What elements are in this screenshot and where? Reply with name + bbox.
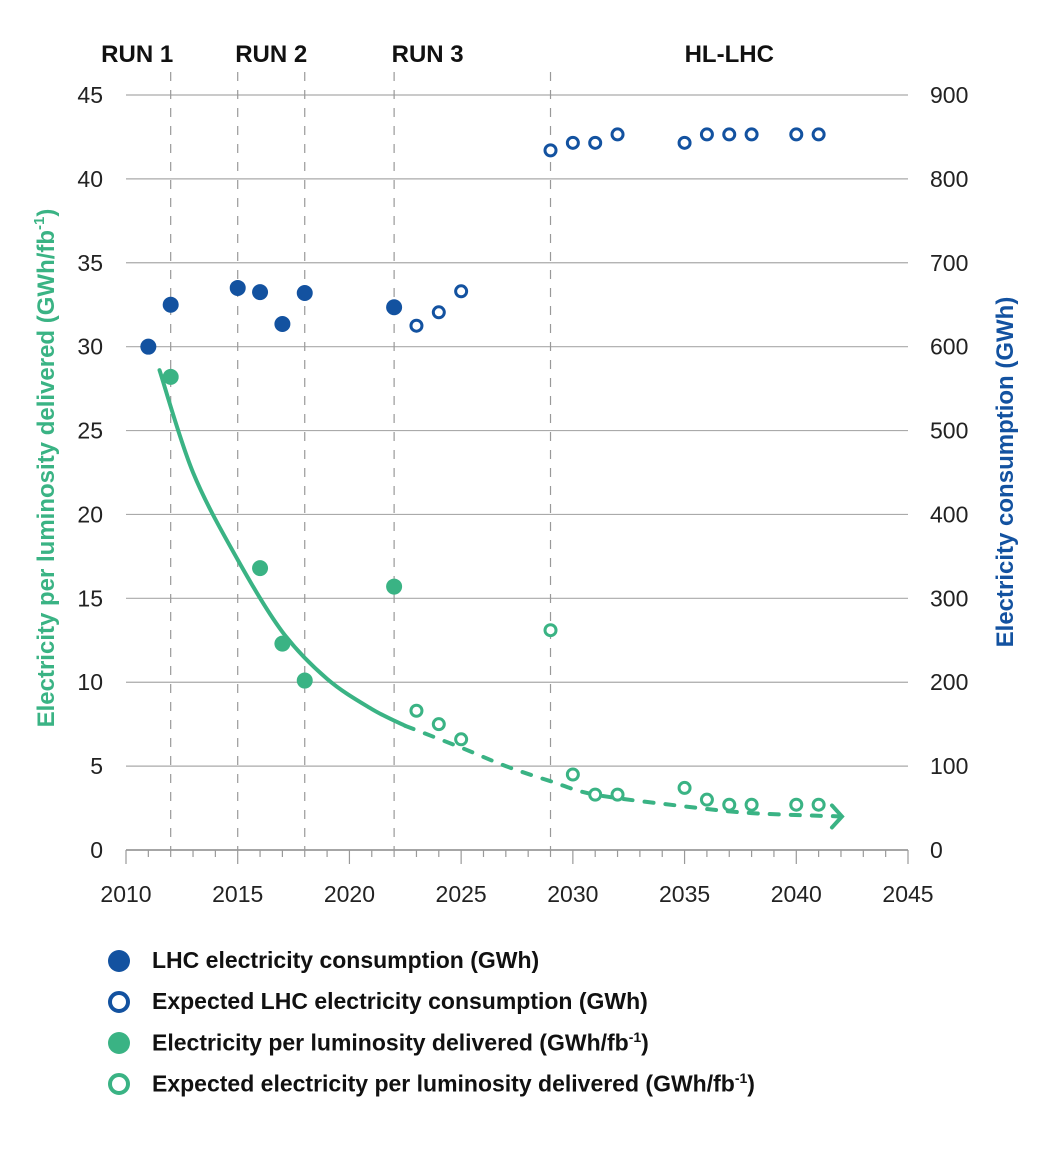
y-left-tick-label: 40 — [77, 166, 103, 192]
y-axis-right-title: Electricity consumption (GWh) — [992, 297, 1019, 648]
series-1-point — [744, 127, 759, 142]
series-2-point — [386, 578, 403, 595]
y-right-tick-label: 100 — [930, 753, 968, 779]
x-tick-label: 2040 — [771, 881, 822, 907]
x-tick-label: 2020 — [324, 881, 375, 907]
series-1-point — [543, 143, 558, 158]
y-right-tick-label: 800 — [930, 166, 968, 192]
series-3-point — [588, 787, 603, 802]
series-0-point — [229, 279, 246, 296]
series-2-point — [274, 635, 291, 652]
series-0-point — [296, 284, 313, 301]
open-blue-circle-icon — [108, 990, 130, 1013]
period-label: RUN 3 — [392, 41, 464, 68]
x-tick-label: 2015 — [212, 881, 263, 907]
series-1-point — [565, 135, 580, 150]
trend-line-dashed — [403, 723, 843, 819]
y-left-tick-label: 45 — [77, 82, 103, 108]
legend-item-lhc-consumption: LHC electricity consumption (GWh) — [108, 940, 755, 981]
series-3-point — [409, 703, 424, 718]
series-1-point — [722, 127, 737, 142]
series-0-point — [386, 299, 403, 316]
open-green-circle-icon — [108, 1072, 130, 1095]
legend-item-expected-electricity-per-luminosity: Expected electricity per luminosity deli… — [108, 1063, 755, 1104]
y-right-tick-label: 600 — [930, 334, 968, 360]
series-3-point — [565, 767, 580, 782]
series-3-point — [431, 717, 446, 732]
series-1-point — [789, 127, 804, 142]
series-2-point — [296, 672, 313, 689]
legend-item-electricity-per-luminosity: Electricity per luminosity delivered (GW… — [108, 1022, 755, 1063]
series-3-point — [811, 797, 826, 812]
series-3-point — [454, 732, 469, 747]
series-0-point — [274, 316, 291, 333]
series-1-point — [610, 127, 625, 142]
x-tick-label: 2035 — [659, 881, 710, 907]
series-1-point — [588, 135, 603, 150]
series-2-point — [252, 560, 269, 577]
series-0-point — [162, 296, 179, 313]
y-right-tick-label: 900 — [930, 82, 968, 108]
series-3-point — [677, 780, 692, 795]
series-1-point — [699, 127, 714, 142]
y-left-tick-label: 5 — [90, 753, 103, 779]
trend-line-solid — [157, 368, 408, 728]
legend-label: Electricity per luminosity delivered (GW… — [152, 1028, 649, 1056]
series-0-point — [252, 284, 269, 301]
series-1-point — [811, 127, 826, 142]
y-left-tick-label: 25 — [77, 418, 103, 444]
y-left-tick-label: 35 — [77, 250, 103, 276]
series-3-point — [789, 797, 804, 812]
period-label: RUN 1 — [101, 41, 173, 68]
series-3-point — [543, 623, 558, 638]
series-3-point — [744, 797, 759, 812]
y-right-tick-label: 500 — [930, 418, 968, 444]
y-left-tick-label: 15 — [77, 585, 103, 611]
y-axis-left-title: Electricity per luminosity delivered (GW… — [31, 209, 60, 728]
y-right-tick-label: 200 — [930, 669, 968, 695]
y-left-tick-label: 30 — [77, 334, 103, 360]
y-right-tick-label: 700 — [930, 250, 968, 276]
series-3-point — [722, 797, 737, 812]
series-3-point — [699, 792, 714, 807]
y-right-tick-label: 0 — [930, 837, 943, 863]
legend-label: LHC electricity consumption (GWh) — [152, 947, 540, 973]
series-2-point — [162, 368, 179, 385]
x-tick-label: 2010 — [100, 881, 151, 907]
x-tick-label: 2025 — [436, 881, 487, 907]
x-tick-label: 2045 — [882, 881, 933, 907]
x-tick-label: 2030 — [547, 881, 598, 907]
series-3-point — [610, 787, 625, 802]
series-1-point — [454, 284, 469, 299]
series-1-point — [431, 305, 446, 320]
legend-item-expected-lhc-consumption: Expected LHC electricity consumption (GW… — [108, 981, 755, 1022]
trend-arrow-head — [829, 803, 845, 830]
y-left-tick-label: 0 — [90, 837, 103, 863]
period-label: RUN 2 — [235, 41, 307, 68]
period-label: HL-LHC — [685, 41, 774, 68]
filled-blue-circle-icon — [108, 949, 130, 972]
series-1-point — [409, 318, 424, 333]
series-0-point — [140, 338, 157, 355]
y-right-tick-label: 400 — [930, 501, 968, 527]
legend: LHC electricity consumption (GWh) Expect… — [108, 940, 755, 1104]
legend-label: Expected LHC electricity consumption (GW… — [152, 988, 648, 1014]
legend-label: Expected electricity per luminosity deli… — [152, 1069, 755, 1097]
y-left-tick-label: 10 — [77, 669, 103, 695]
series-1-point — [677, 135, 692, 150]
y-right-tick-label: 300 — [930, 585, 968, 611]
y-left-tick-label: 20 — [77, 501, 103, 527]
filled-green-circle-icon — [108, 1031, 130, 1054]
chart: 0510152025303540450100200300400500600700… — [31, 41, 1019, 907]
